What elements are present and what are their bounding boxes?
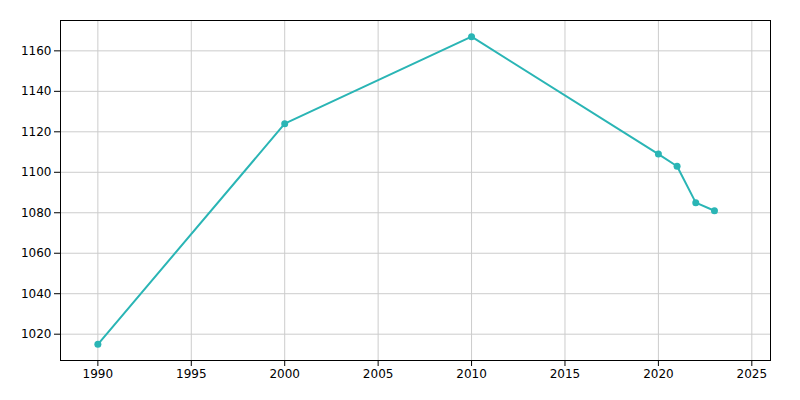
svg-text:2010: 2010	[456, 367, 487, 381]
svg-text:2025: 2025	[737, 367, 768, 381]
svg-text:2015: 2015	[550, 367, 581, 381]
svg-text:2000: 2000	[269, 367, 300, 381]
svg-text:1120: 1120	[21, 125, 52, 139]
svg-text:1060: 1060	[21, 246, 52, 260]
svg-text:1080: 1080	[21, 206, 52, 220]
svg-text:1100: 1100	[21, 165, 52, 179]
svg-text:1040: 1040	[21, 287, 52, 301]
svg-text:1160: 1160	[21, 44, 52, 58]
svg-text:2005: 2005	[363, 367, 394, 381]
svg-text:1020: 1020	[21, 327, 52, 341]
svg-text:1140: 1140	[21, 84, 52, 98]
svg-text:2020: 2020	[643, 367, 674, 381]
svg-text:1995: 1995	[176, 367, 207, 381]
svg-text:1990: 1990	[83, 367, 114, 381]
